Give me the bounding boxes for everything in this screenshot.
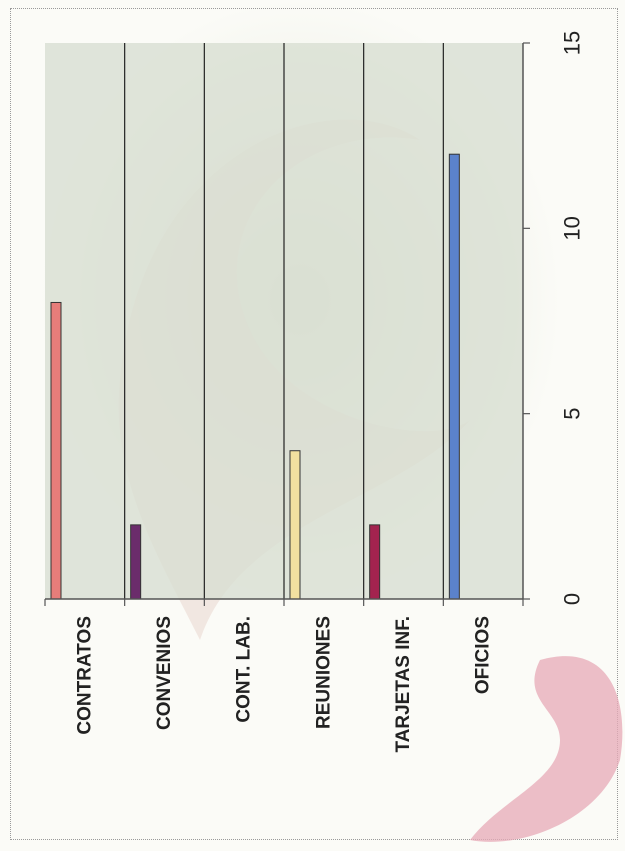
bar-convenios: [130, 524, 142, 600]
gridlines: [124, 43, 444, 599]
value-tick-label: 15: [560, 31, 585, 55]
category-label-reuniones: REUNIONES: [313, 616, 334, 729]
category-labels: CONTRATOS CONVENIOS CONT. LAB. REUNIONES TAR…: [74, 616, 493, 753]
value-tick-label: 5: [560, 408, 585, 420]
category-label-cont-lab: CONT. LAB.: [234, 616, 255, 723]
category-label-contratos: CONTRATOS: [74, 616, 95, 735]
category-label-oficios: OFICIOS: [473, 616, 494, 694]
bar-contratos: [50, 301, 62, 600]
bar-reuniones: [289, 450, 301, 600]
value-tick-label: 0: [560, 593, 585, 605]
bar-oficios: [448, 153, 460, 600]
category-label-tarjetas-inf: TARJETAS INF.: [393, 616, 414, 753]
bar-tarjetas-inf: [369, 524, 381, 600]
category-label-convenios: CONVENIOS: [154, 616, 175, 730]
value-tick-label: 10: [560, 216, 585, 240]
value-tick-labels: 0 5 10 15: [560, 31, 585, 605]
tick-marks: [44, 42, 530, 606]
